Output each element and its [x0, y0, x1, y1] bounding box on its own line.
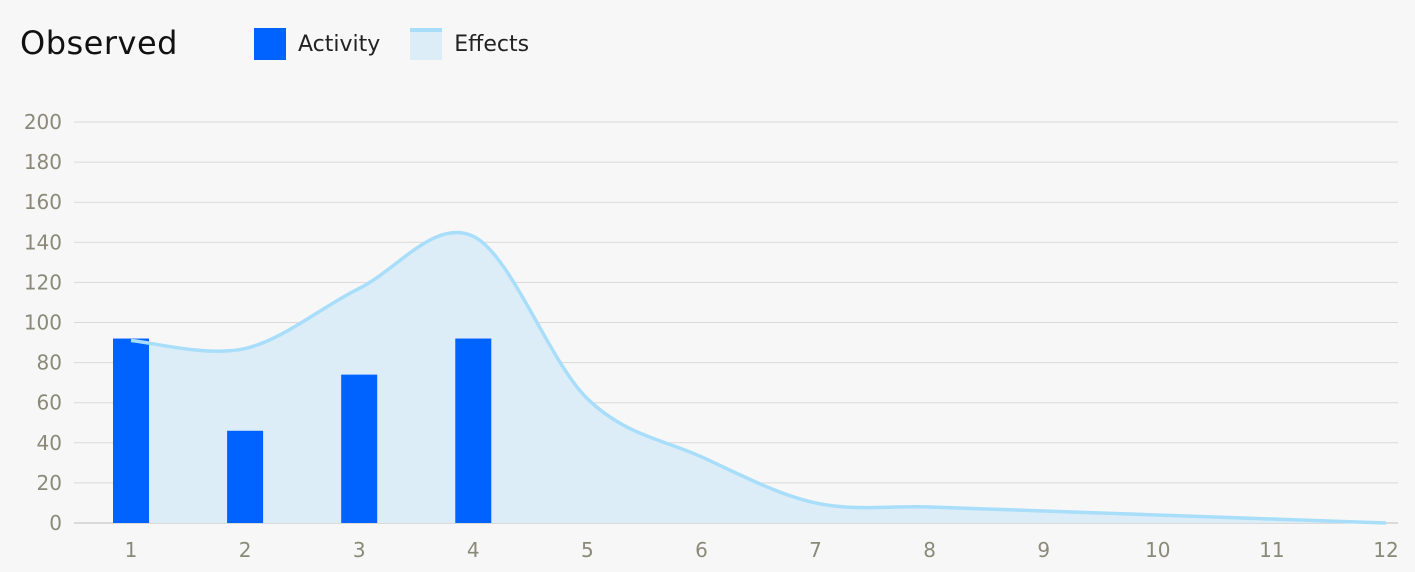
x-tick-label: 10 — [1145, 538, 1170, 562]
x-tick-label: 11 — [1259, 538, 1284, 562]
x-tick-label: 1 — [125, 538, 138, 562]
y-tick-label: 0 — [49, 511, 62, 535]
activity-bar-2 — [227, 430, 264, 523]
y-tick-label: 140 — [24, 230, 62, 254]
x-tick-label: 12 — [1373, 538, 1398, 562]
legend-label-activity: Activity — [298, 31, 381, 57]
x-tick-label: 4 — [467, 538, 480, 562]
x-tick-label: 2 — [239, 538, 252, 562]
y-tick-label: 60 — [37, 391, 62, 415]
effects-area-fill — [131, 232, 1386, 523]
y-tick-label: 80 — [37, 351, 62, 375]
y-tick-label: 100 — [24, 311, 62, 335]
x-tick-label: 8 — [923, 538, 936, 562]
legend-swatch-effects — [410, 28, 443, 60]
activity-bar-1 — [113, 338, 149, 523]
legend-item-activity[interactable]: Activity — [254, 28, 380, 60]
legend: Activity Effects — [254, 28, 559, 60]
y-tick-label: 120 — [24, 270, 62, 294]
activity-bar-4 — [455, 338, 492, 523]
activity-bar-3 — [341, 374, 378, 523]
x-tick-label: 3 — [353, 538, 366, 562]
legend-swatch-activity — [254, 28, 286, 60]
legend-label-effects: Effects — [454, 31, 530, 57]
x-tick-label: 5 — [581, 538, 594, 562]
y-tick-label: 200 — [24, 110, 62, 134]
effects-line — [130, 230, 1387, 525]
y-tick-label: 180 — [24, 150, 62, 174]
x-tick-label: 6 — [695, 538, 708, 562]
legend-item-effects[interactable]: Effects — [410, 28, 529, 60]
y-tick-label: 20 — [37, 471, 62, 495]
x-tick-label: 9 — [1037, 538, 1050, 562]
x-tick-label: 7 — [809, 538, 822, 562]
y-tick-label: 160 — [24, 190, 62, 214]
chart-title: Observed — [20, 24, 178, 62]
y-tick-label: 40 — [37, 431, 62, 455]
